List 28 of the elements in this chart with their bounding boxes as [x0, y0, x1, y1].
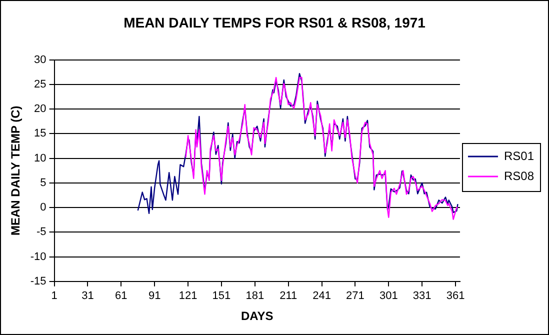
y-tick-label: 0 — [40, 202, 46, 214]
y-tick-label: 20 — [34, 103, 46, 116]
x-tick-label: 61 — [115, 290, 128, 302]
legend-label: RS01 — [504, 148, 534, 163]
x-tick-label: 331 — [412, 290, 432, 302]
y-tick-label: 5 — [40, 176, 46, 189]
x-tick-label: 151 — [212, 290, 231, 302]
chart-title: MEAN DAILY TEMPS FOR RS01 & RS08, 1971 — [124, 14, 426, 30]
legend-label: RS08 — [504, 168, 534, 183]
y-tick-label: 15 — [34, 128, 46, 140]
y-tick-label: -15 — [30, 275, 46, 288]
x-tick-label: 181 — [246, 290, 264, 302]
x-axis-title: DAYS — [241, 309, 274, 324]
x-tick-label: 211 — [280, 290, 298, 302]
x-tick-label: 91 — [148, 290, 161, 302]
y-tick-label: 25 — [34, 78, 46, 90]
x-tick-label: 361 — [446, 290, 465, 302]
y-tick-label: 30 — [34, 54, 46, 66]
x-tick-label: 271 — [346, 290, 364, 302]
x-tick-label: 31 — [82, 290, 94, 302]
y-tick-label: 10 — [34, 152, 46, 164]
y-axis-title: MEAN DAILY TEMP (C) — [8, 106, 23, 236]
x-tick-label: 121 — [178, 290, 198, 302]
x-tick-label: 301 — [379, 290, 398, 302]
x-tick-label: 1 — [51, 290, 58, 302]
y-tick-label: -5 — [36, 226, 46, 238]
y-tick-label: -10 — [30, 250, 46, 263]
x-tick-label: 241 — [312, 290, 331, 302]
